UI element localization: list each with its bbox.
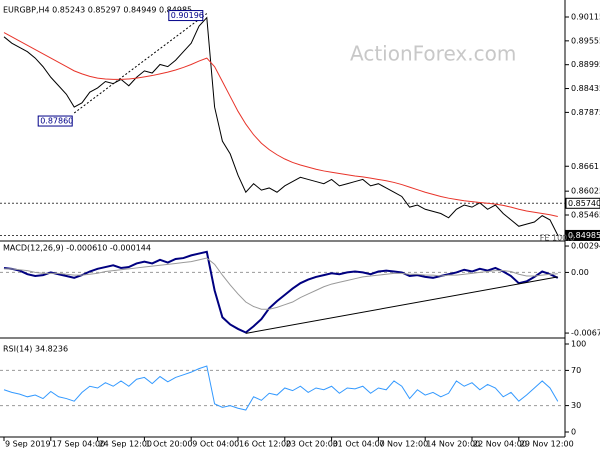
level-label: 0.85740: [568, 199, 600, 208]
annotation-box: [168, 10, 204, 22]
panel-title: MACD(12,26,9) -0.000610 -0.000144: [3, 244, 151, 253]
x-tick-label: 1 Oct 20:00: [145, 440, 192, 449]
y-tick-label: 0.002942: [571, 242, 600, 251]
y-tick-label: 0.90115: [571, 13, 600, 22]
x-tick-label: 16 Oct 12:00: [239, 440, 291, 449]
x-tick-label: 31 Oct 04:00: [333, 440, 385, 449]
y-tick-label: 0.8661: [571, 162, 599, 171]
x-tick-label: 17 Sep 04:00: [52, 440, 105, 449]
y-tick-label: 0.88435: [571, 84, 600, 93]
y-tick-label: 0.87875: [571, 108, 600, 117]
annotation: FE 100.0: [540, 234, 575, 243]
y-tick-label: 30: [571, 401, 581, 410]
series-line: [3, 16, 559, 236]
series-line: [4, 257, 558, 310]
x-tick-label: 7 Nov 12:00: [379, 440, 428, 449]
x-tick-label: 9 Sep 2019: [5, 440, 51, 449]
x-tick-label: 9 Oct 04:00: [192, 440, 239, 449]
panel-title: EURGBP,H4 0.85243 0.85297 0.84949 0.8498…: [3, 6, 192, 15]
series-line: [3, 250, 559, 334]
watermark: ActionForex.com: [350, 42, 516, 66]
annotation: 0.87860: [40, 117, 73, 126]
annotation: 0.90196: [171, 11, 204, 20]
level-label: 0.84985: [568, 231, 600, 240]
y-tick-label: -0.006761: [571, 329, 600, 338]
y-tick-label: 0.00: [571, 268, 589, 277]
series-line: [3, 32, 558, 217]
y-tick-label: 0.85465: [571, 211, 600, 220]
series-line: [3, 365, 559, 411]
y-tick-label: 100: [571, 340, 586, 349]
level-label-box: [565, 197, 600, 209]
x-tick-label: 23 Oct 20:00: [286, 440, 338, 449]
y-tick-label: 70: [571, 366, 581, 375]
x-tick-label: 24 Sep 12:00: [99, 440, 152, 449]
trendline: [245, 276, 558, 334]
y-tick-label: 0.89555: [571, 36, 600, 45]
y-tick-label: 0: [571, 428, 576, 437]
level-label-box: [565, 229, 600, 241]
x-tick-label: 22 Nov 04:00: [473, 440, 527, 449]
annotation-box: [37, 115, 73, 127]
y-tick-label: 0.88995: [571, 60, 600, 69]
x-tick-label: 29 Nov 12:00: [520, 440, 574, 449]
x-tick-label: 14 Nov 20:00: [426, 440, 480, 449]
panel-title: RSI(14) 34.8236: [3, 345, 68, 354]
y-tick-label: 0.86025: [571, 187, 600, 196]
